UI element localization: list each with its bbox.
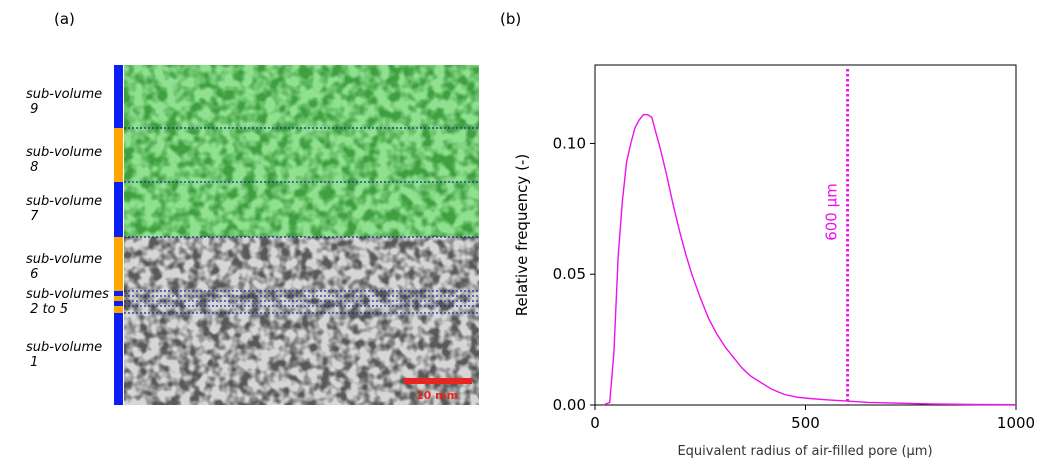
sub-volume-color-bar — [114, 65, 123, 405]
x-tick-label: 1000 — [997, 414, 1035, 432]
series-line — [603, 114, 1017, 406]
panel-b-label: (b) — [500, 10, 522, 28]
sub-volume-dividers — [124, 127, 479, 314]
y-tick-label: 0.05 — [553, 265, 586, 283]
threshold-label: 600 μm — [823, 183, 841, 241]
sub-volume-7-label: sub-volume 7 — [26, 194, 103, 224]
sub-volume-1-label: sub-volume 1 — [26, 340, 103, 370]
plot-frame — [594, 64, 1017, 406]
sub-volume-8-label: sub-volume 8 — [26, 145, 103, 175]
x-tick-label: 500 — [791, 414, 820, 432]
x-axis-label: Equivalent radius of air-filled pore (μm… — [677, 444, 932, 459]
y-axis-label: Relative frequency (-) — [513, 154, 531, 316]
sub-volume-6-label: sub-volume 6 — [26, 252, 103, 282]
scale-bar-label: 10 mm — [416, 389, 459, 402]
x-tick-label: 0 — [590, 414, 600, 432]
y-tick-label: 0.00 — [553, 396, 586, 414]
y-tick-label: 0.10 — [553, 134, 586, 152]
scale-bar — [404, 378, 472, 384]
panel-a-label: (a) — [54, 10, 75, 28]
sub-volumes-2-5-label: sub-volumes 2 to 5 — [26, 287, 109, 317]
sub-volume-9-label: sub-volume 9 — [26, 87, 103, 117]
